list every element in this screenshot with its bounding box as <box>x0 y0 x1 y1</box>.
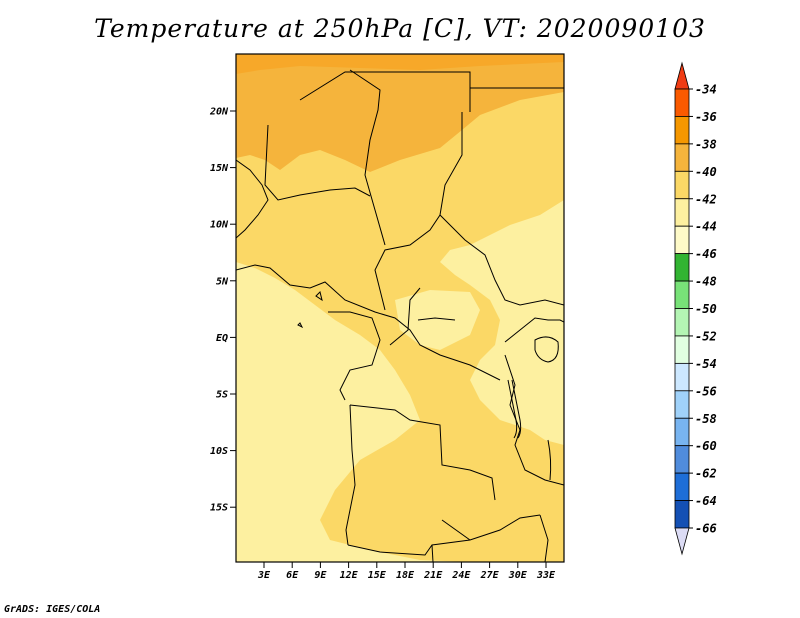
lon-tick-label: 12E <box>340 570 359 581</box>
colorbar-swatch <box>674 390 690 419</box>
colorbar-swatch <box>674 116 690 145</box>
colorbar-label: -54 <box>695 357 717 371</box>
lon-tick-label: 21E <box>423 570 443 581</box>
colorbar-swatch <box>674 308 690 337</box>
colorbar-label: -50 <box>695 302 717 316</box>
lat-tick-label: 20N <box>209 107 229 118</box>
colorbar-swatch <box>674 472 690 501</box>
colorbar-swatch <box>674 253 690 282</box>
colorbar-label: -42 <box>695 192 717 206</box>
country-borders <box>236 69 564 562</box>
colorbar-swatch <box>674 417 690 447</box>
colorbar-label: -52 <box>695 329 717 343</box>
lat-tick-label: 15N <box>210 163 229 174</box>
lon-tick-label: 15E <box>368 570 387 581</box>
lat-tick-label: 10N <box>210 220 229 231</box>
colorbar-swatch <box>674 335 690 364</box>
colorbar-top-arrow <box>674 61 690 90</box>
colorbar-label: -40 <box>695 165 717 179</box>
lon-tick-label: 27E <box>480 570 500 581</box>
field-band-38 <box>236 54 564 172</box>
lat-tick-label: 15S <box>210 503 228 514</box>
footer-credit: GrADS: IGES/COLA <box>4 604 101 615</box>
colorbar-label: -64 <box>695 494 717 508</box>
lat-tick-label: 10S <box>210 446 228 457</box>
colorbar-label: -36 <box>695 110 717 124</box>
field-pale-patch-center <box>395 290 480 350</box>
colorbar-swatch <box>674 445 690 474</box>
longitude-axis: 3E 6E 9E 12E 15E 18E 21E 24E 27E 30E 33E <box>257 562 556 581</box>
colorbar-swatch <box>674 143 690 172</box>
map-frame <box>235 53 565 563</box>
colorbar-label: -46 <box>695 247 717 261</box>
lon-tick-label: 3E <box>257 570 271 581</box>
lon-tick-label: 18E <box>396 570 415 581</box>
latitude-axis: 20N 15N 10N 5N EQ 5S 10S 15S <box>209 107 236 514</box>
colorbar-swatch <box>674 170 690 200</box>
colorbar-swatch <box>674 88 690 117</box>
lon-tick-label: 30E <box>508 570 528 581</box>
lat-tick-label: 5S <box>216 390 228 401</box>
field-pale-patch-east <box>478 225 564 330</box>
colorbar-swatch <box>674 225 690 255</box>
colorbar-label: -34 <box>695 83 717 97</box>
colorbar-label: -44 <box>695 220 717 234</box>
map-title: Temperature at 250hPa [C], VT: 202009010… <box>94 14 706 43</box>
colorbar-label: -48 <box>695 275 717 289</box>
colorbar-label: -66 <box>695 522 717 536</box>
colorbar-label: -58 <box>695 412 717 426</box>
colorbar: -34 -36 -38 -40 -42 -44 -46 -48 -50 -52 -54 -56 -58 -… <box>674 61 717 556</box>
lon-tick-label: 6E <box>286 570 299 581</box>
colorbar-label: -38 <box>695 137 717 151</box>
colorbar-bottom-arrow <box>674 527 690 556</box>
colorbar-swatch <box>674 362 690 392</box>
temperature-field <box>236 54 564 562</box>
lon-tick-label: 33E <box>536 570 556 581</box>
colorbar-swatch <box>674 198 690 227</box>
colorbar-label: -60 <box>695 439 717 453</box>
lat-tick-label: 5N <box>216 276 229 287</box>
field-band-36 <box>236 54 564 74</box>
colorbar-label: -56 <box>695 384 717 398</box>
colorbar-label: -62 <box>695 467 717 481</box>
lat-tick-label: EQ <box>216 333 228 344</box>
colorbar-swatch <box>674 280 690 309</box>
lon-tick-label: 9E <box>314 570 327 581</box>
colorbar-swatch <box>674 500 690 529</box>
lon-tick-label: 24E <box>451 570 471 581</box>
